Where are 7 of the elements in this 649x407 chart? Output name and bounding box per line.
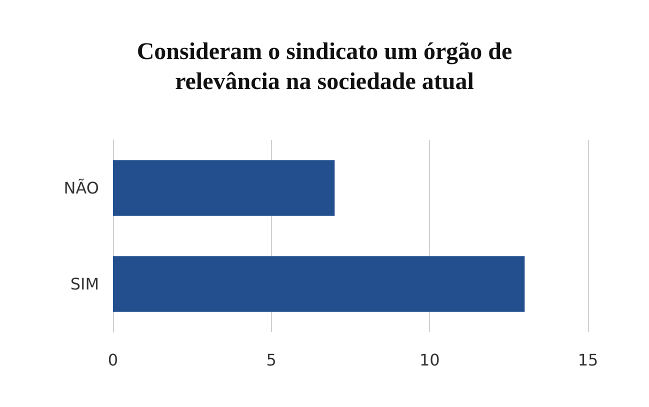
- x-tick-label: 0: [108, 350, 118, 370]
- y-tick-label: SIM: [70, 274, 99, 294]
- x-tick-label: 10: [419, 350, 440, 370]
- x-tick-label: 5: [266, 350, 276, 370]
- x-tick-label: 15: [578, 350, 598, 370]
- y-tick-label: NÃO: [64, 178, 99, 198]
- chart-title: Consideram o sindicato um órgão de relevância na sociedade atual: [136, 39, 513, 95]
